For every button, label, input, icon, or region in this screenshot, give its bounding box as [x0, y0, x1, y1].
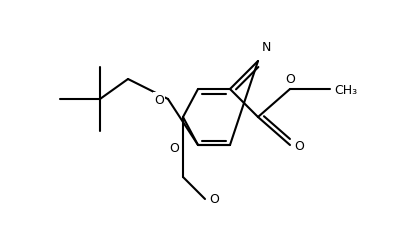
Text: N: N [261, 41, 271, 54]
Text: O: O [293, 139, 303, 152]
Text: O: O [169, 141, 178, 154]
Text: CH₃: CH₃ [333, 83, 356, 96]
Text: O: O [209, 193, 218, 206]
Text: O: O [154, 93, 164, 106]
Text: O: O [284, 73, 294, 86]
